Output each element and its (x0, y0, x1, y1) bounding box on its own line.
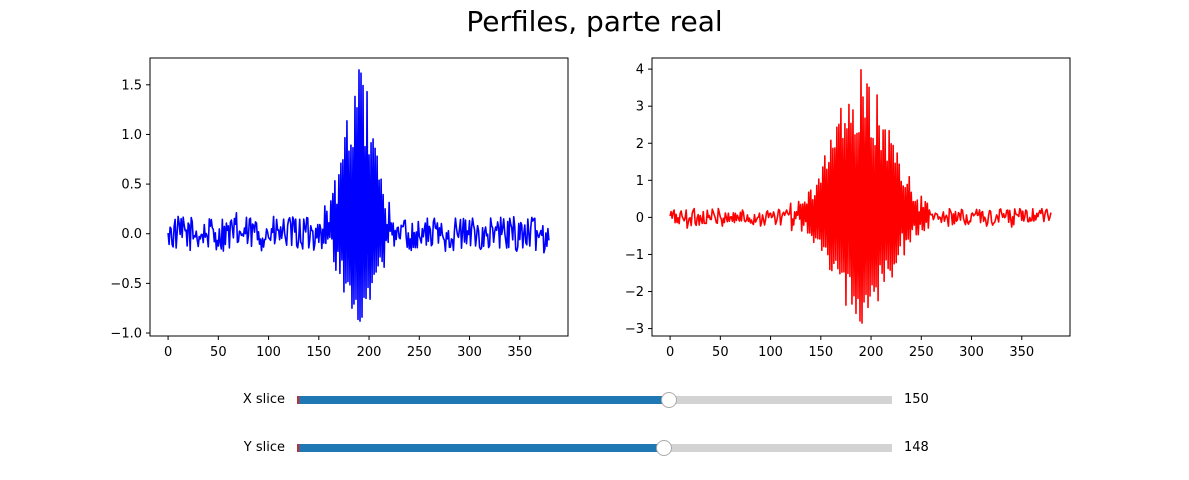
right-chart: 0 50 100 150 200 250 300 350 −3 −2 −1 0 1 2 3 4 (625, 57, 1071, 360)
x-tick-label: 100 (758, 345, 783, 360)
y-slice-label: Y slice (243, 440, 285, 455)
y-slice-start-marker (297, 444, 299, 452)
y-tick-label: −1.0 (110, 327, 142, 342)
y-tick-label: 1.5 (121, 78, 142, 93)
x-tick-label: 150 (808, 345, 833, 360)
x-tick-label: 0 (666, 345, 674, 360)
x-slice-handle[interactable] (660, 392, 677, 408)
y-tick-label: −3 (625, 322, 644, 337)
y-tick-label: 0.5 (121, 178, 142, 193)
y-tick-label: −1 (625, 248, 644, 263)
y-tick-label: −2 (625, 285, 644, 300)
axes-frame (149, 57, 569, 337)
x-tick-label: 300 (457, 345, 482, 360)
y-tick-label: 3 (636, 100, 644, 115)
y-slice-value: 148 (904, 440, 929, 455)
y-tick-label: 4 (636, 63, 644, 78)
left-series-line (167, 69, 550, 322)
y-tick-label: 0.0 (121, 227, 142, 242)
x-slice-value: 150 (904, 392, 929, 407)
x-tick-label: 250 (909, 345, 934, 360)
x-tick-label: 250 (407, 345, 432, 360)
x-tick-label: 200 (357, 345, 382, 360)
x-tick-label: 200 (859, 345, 884, 360)
x-tick-label: 150 (306, 345, 331, 360)
x-tick-label: 0 (164, 345, 172, 360)
y-slice-fill (297, 444, 664, 452)
x-slice-track[interactable] (297, 392, 892, 408)
right-series-line (669, 69, 1052, 324)
axes-frame (651, 57, 1071, 337)
x-tick-label: 50 (210, 345, 227, 360)
figure-title: Perfiles, parte real (466, 5, 723, 38)
y-slice-track[interactable] (297, 440, 892, 456)
y-tick-label: 1 (636, 174, 644, 189)
x-tick-label: 350 (507, 345, 532, 360)
x-slice-start-marker (297, 396, 299, 404)
y-tick-label: 2 (636, 137, 644, 152)
y-tick-label: 1.0 (121, 128, 142, 143)
x-slice-slider[interactable]: X slice 150 (0, 388, 1189, 412)
x-slice-label: X slice (242, 392, 285, 407)
x-tick-label: 50 (712, 345, 729, 360)
x-tick-label: 350 (1009, 345, 1034, 360)
x-tick-label: 300 (959, 345, 984, 360)
x-slice-fill (297, 396, 669, 404)
y-slice-slider[interactable]: Y slice 148 (0, 436, 1189, 460)
x-tick-label: 100 (256, 345, 281, 360)
y-tick-label: −0.5 (110, 277, 142, 292)
y-tick-label: 0 (636, 211, 644, 226)
y-slice-handle[interactable] (655, 440, 672, 456)
left-chart: 0 50 100 150 200 250 300 350 −1.0 −0.5 0.0 0.5 1.0 1.… (110, 57, 569, 360)
